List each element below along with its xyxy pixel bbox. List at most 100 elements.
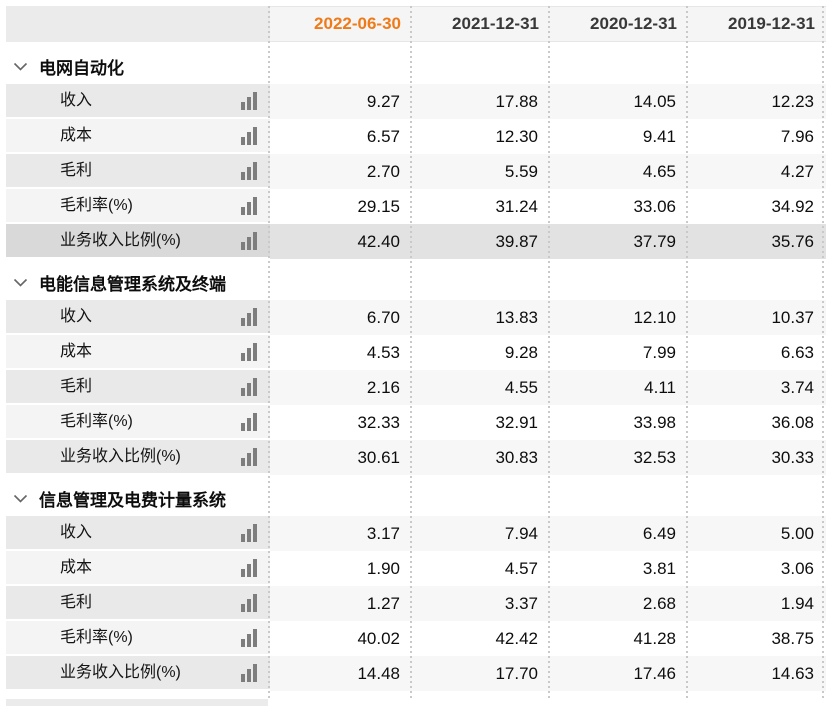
value-cell: 7.99 [550, 335, 688, 370]
value-cell: 17.46 [550, 656, 688, 691]
value-cell: 34.92 [688, 189, 826, 224]
bar-chart-icon[interactable] [241, 342, 258, 361]
value-cell: 3.81 [550, 551, 688, 586]
value-cell: 6.49 [550, 516, 688, 551]
value-cell: 12.23 [688, 84, 826, 119]
column-header-date-1: 2022-06-30 [270, 6, 412, 42]
value-cell: 12.30 [412, 119, 550, 154]
column-header-date-3: 2020-12-31 [550, 6, 688, 42]
row-label: 成本 [60, 343, 93, 360]
row-label-cell[interactable]: 毛利 [6, 586, 270, 621]
section-header[interactable]: 电能信息管理系统及终端 [0, 264, 826, 300]
bar-chart-icon[interactable] [241, 377, 258, 396]
section-header[interactable]: 信息管理及电费计量系统 [0, 480, 826, 516]
value-cell: 9.28 [412, 335, 550, 370]
value-cell: 3.06 [688, 551, 826, 586]
row-label-cell[interactable]: 业务收入比例(%) [6, 224, 270, 259]
row-label: 成本 [60, 127, 93, 144]
value-cell: 31.24 [412, 189, 550, 224]
bar-chart-icon[interactable] [241, 628, 258, 647]
value-cell: 2.68 [550, 586, 688, 621]
row-label-cell[interactable]: 收入 [6, 300, 270, 335]
row-label-cell[interactable]: 业务收入比例(%) [6, 656, 270, 691]
value-cell: 30.61 [270, 440, 412, 475]
bar-chart-icon[interactable] [241, 412, 258, 431]
section-rows: 收入 9.27 17.88 14.05 12.23 成本 [0, 84, 826, 259]
value-cell: 6.70 [270, 300, 412, 335]
bar-chart-icon[interactable] [241, 523, 258, 542]
table-row[interactable]: 业务收入比例(%) 14.48 17.70 17.46 14.63 [0, 656, 826, 691]
value-cell: 33.06 [550, 189, 688, 224]
table-row[interactable]: 收入 3.17 7.94 6.49 5.00 [0, 516, 826, 551]
bar-chart-icon[interactable] [241, 663, 258, 682]
row-label: 毛利率(%) [60, 629, 133, 646]
table-row[interactable]: 收入 9.27 17.88 14.05 12.23 [0, 84, 826, 119]
value-cell: 1.90 [270, 551, 412, 586]
value-cell: 5.59 [412, 154, 550, 189]
table-row[interactable]: 毛利 2.70 5.59 4.65 4.27 [0, 154, 826, 189]
value-cell: 30.83 [412, 440, 550, 475]
value-cell: 36.08 [688, 405, 826, 440]
value-cell: 9.27 [270, 84, 412, 119]
table-section: 电网自动化 收入 9.27 17.88 14.05 12.23 成本 [0, 48, 826, 259]
bar-chart-icon[interactable] [241, 161, 258, 180]
header-label-spacer [6, 6, 270, 42]
value-cell: 13.83 [412, 300, 550, 335]
table-row[interactable]: 毛利率(%) 32.33 32.91 33.98 36.08 [0, 405, 826, 440]
chevron-down-icon[interactable] [6, 62, 39, 71]
table-row[interactable]: 收入 6.70 13.83 12.10 10.37 [0, 300, 826, 335]
table-row[interactable]: 毛利率(%) 29.15 31.24 33.06 34.92 [0, 189, 826, 224]
row-label-cell[interactable]: 收入 [6, 84, 270, 119]
value-cell: 1.27 [270, 586, 412, 621]
row-label-cell[interactable]: 成本 [6, 551, 270, 586]
row-label-cell[interactable]: 毛利率(%) [6, 621, 270, 656]
row-label-cell[interactable]: 业务收入比例(%) [6, 440, 270, 475]
bar-chart-icon[interactable] [241, 196, 258, 215]
value-cell: 42.42 [412, 621, 550, 656]
row-label-cell[interactable]: 毛利 [6, 154, 270, 189]
table-row[interactable]: 毛利率(%) 40.02 42.42 41.28 38.75 [0, 621, 826, 656]
value-cell: 4.53 [270, 335, 412, 370]
table-section: 电能信息管理系统及终端 收入 6.70 13.83 12.10 10.37 成本 [0, 264, 826, 475]
row-label-cell[interactable]: 毛利率(%) [6, 189, 270, 224]
bar-chart-icon[interactable] [241, 231, 258, 250]
table-row[interactable]: 成本 1.90 4.57 3.81 3.06 [0, 551, 826, 586]
bar-chart-icon[interactable] [241, 307, 258, 326]
row-label-cell[interactable]: 成本 [6, 119, 270, 154]
value-cell: 4.55 [412, 370, 550, 405]
table-row[interactable]: 成本 6.57 12.30 9.41 7.96 [0, 119, 826, 154]
value-cell: 38.75 [688, 621, 826, 656]
row-label-cell[interactable]: 收入 [6, 516, 270, 551]
section-header[interactable]: 电网自动化 [0, 48, 826, 84]
table-row[interactable]: 毛利 1.27 3.37 2.68 1.94 [0, 586, 826, 621]
row-label: 收入 [60, 92, 93, 109]
table-row[interactable]: 毛利 2.16 4.55 4.11 3.74 [0, 370, 826, 405]
value-cell: 5.00 [688, 516, 826, 551]
row-label: 业务收入比例(%) [60, 664, 181, 681]
table-row[interactable]: 成本 4.53 9.28 7.99 6.63 [0, 335, 826, 370]
table-row[interactable]: 业务收入比例(%) 42.40 39.87 37.79 35.76 [0, 224, 826, 259]
value-cell: 33.98 [550, 405, 688, 440]
value-cell: 2.16 [270, 370, 412, 405]
chevron-down-icon[interactable] [6, 494, 39, 503]
value-cell: 10.37 [688, 300, 826, 335]
section-rows: 收入 3.17 7.94 6.49 5.00 成本 [0, 516, 826, 691]
row-label-cell[interactable]: 毛利率(%) [6, 405, 270, 440]
value-cell: 41.28 [550, 621, 688, 656]
bar-chart-icon[interactable] [241, 91, 258, 110]
row-label-cell[interactable]: 成本 [6, 335, 270, 370]
value-cell: 3.74 [688, 370, 826, 405]
row-label-cell[interactable]: 毛利 [6, 370, 270, 405]
value-cell: 14.48 [270, 656, 412, 691]
value-cell: 14.05 [550, 84, 688, 119]
bar-chart-icon[interactable] [241, 593, 258, 612]
chevron-down-icon[interactable] [6, 278, 39, 287]
value-cell: 32.53 [550, 440, 688, 475]
bar-chart-icon[interactable] [241, 126, 258, 145]
value-cell: 42.40 [270, 224, 412, 259]
value-cell: 32.33 [270, 405, 412, 440]
bar-chart-icon[interactable] [241, 558, 258, 577]
bar-chart-icon[interactable] [241, 447, 258, 466]
table-row[interactable]: 业务收入比例(%) 30.61 30.83 32.53 30.33 [0, 440, 826, 475]
